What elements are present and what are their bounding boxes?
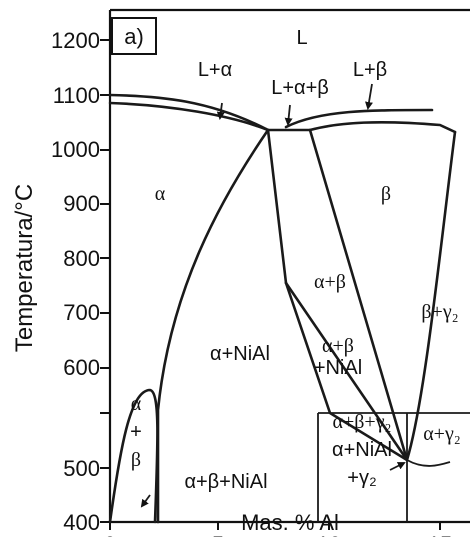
y-tick-800: 800 [63, 246, 100, 271]
x-tick-labels: 0 5 10 15 [104, 532, 452, 537]
solidus-beta [308, 120, 457, 134]
label-small-alpha: α [131, 393, 142, 415]
label-alpha-beta: α+β [314, 271, 346, 293]
arrow-abg [389, 462, 406, 471]
y-tick-400: 400 [63, 510, 100, 535]
beta-left-upper [266, 128, 288, 285]
x-axis-label: Mas. % Al [241, 510, 339, 535]
x-tick-10: 10 [317, 532, 341, 537]
label-beta-gamma2: β+γ₂ [421, 301, 458, 323]
label-small-plus: + [130, 421, 142, 443]
arrow-l-beta [365, 83, 373, 110]
arrow-l-alpha [216, 102, 225, 120]
label-beta: β [381, 183, 391, 205]
beta-left-boundary [308, 128, 409, 462]
label-L-beta: L+β [353, 59, 387, 81]
small-dome [108, 388, 159, 524]
annotation-arrows [140, 83, 406, 508]
arrow-l-alpha-beta [284, 104, 293, 126]
label-small-beta: β [131, 449, 141, 471]
label-abg-3: +γ₂ [347, 467, 376, 489]
x-ticks [109, 522, 441, 530]
y-tick-600: 600 [63, 355, 100, 380]
y-tick-labels: 400 500 600 700 800 900 1000 1100 1200 [51, 28, 100, 535]
beta-right-boundary [405, 130, 457, 462]
y-tick-1200: 1200 [51, 28, 100, 53]
label-alpha-beta-nial-bottom: α+β+NiAl [184, 471, 267, 493]
y-ticks [100, 39, 110, 523]
alpha-solvus [156, 128, 270, 524]
label-alpha-beta-nial-1: α+β [322, 335, 354, 357]
y-tick-500: 500 [63, 456, 100, 481]
solidus-alpha [108, 101, 270, 132]
label-L: L [296, 27, 307, 49]
label-alpha-nial: α+NiAl [210, 343, 270, 365]
y-tick-1000: 1000 [51, 137, 100, 162]
y-tick-700: 700 [63, 300, 100, 325]
label-L-alpha: L+α [198, 59, 232, 81]
label-L-alpha-beta: L+α+β [271, 77, 329, 99]
panel-label-text: a) [124, 24, 144, 49]
alpha-beta-upper [284, 281, 409, 462]
label-alpha-gamma2: α+γ₂ [423, 423, 461, 445]
liquidus-beta [284, 108, 434, 129]
arrow-alpha-beta-nial [140, 494, 151, 508]
y-tick-900: 900 [63, 191, 100, 216]
label-alpha-beta-nial-2: +NiAl [314, 357, 362, 379]
x-tick-15: 15 [428, 532, 452, 537]
phase-boundaries [108, 93, 470, 524]
panel-label: a) [111, 17, 157, 55]
x-tick-5: 5 [212, 532, 224, 537]
label-abg-1: α+β+γ₂ [332, 411, 391, 433]
label-abg-2: α+NiAl [332, 439, 392, 461]
axes: 400 500 600 700 800 900 1000 1100 1200 0… [11, 8, 470, 537]
y-tick-1100: 1100 [53, 83, 100, 108]
label-alpha: α [155, 183, 166, 205]
hook [406, 459, 451, 467]
liquidus-alpha [108, 93, 270, 132]
y-axis-label: Temperatura/°C [11, 184, 38, 352]
phase-labels: L L+α L+α+β L+β α β α+β α+β +NiAl α+NiAl… [130, 27, 461, 493]
x-tick-0: 0 [104, 532, 116, 537]
